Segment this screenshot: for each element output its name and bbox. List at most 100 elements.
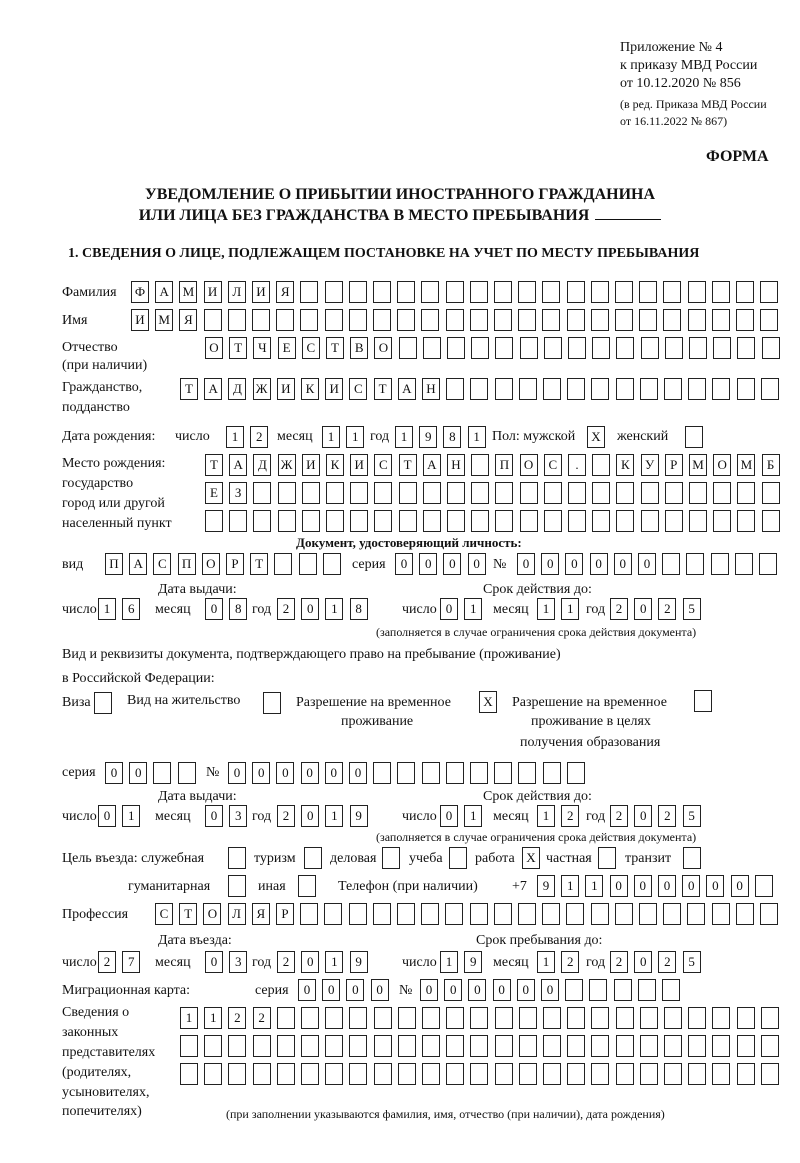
char-box[interactable] xyxy=(542,309,561,331)
char-box[interactable]: 0 xyxy=(541,553,560,575)
char-box[interactable] xyxy=(204,1063,223,1085)
char-box[interactable] xyxy=(349,1035,368,1057)
char-box[interactable] xyxy=(301,482,320,504)
char-box[interactable]: 9 xyxy=(349,951,368,973)
char-box[interactable] xyxy=(298,553,317,575)
char-box[interactable] xyxy=(568,337,586,359)
char-box[interactable] xyxy=(180,1035,198,1057)
char-box[interactable]: 0 xyxy=(324,762,343,784)
char-box[interactable] xyxy=(397,281,416,303)
char-box[interactable] xyxy=(276,1063,295,1085)
char-box[interactable] xyxy=(542,903,561,925)
char-box[interactable] xyxy=(494,1007,513,1029)
char-box[interactable] xyxy=(687,309,706,331)
char-box[interactable] xyxy=(592,482,611,504)
char-box[interactable] xyxy=(663,281,682,303)
char-box[interactable] xyxy=(567,378,586,400)
char-box[interactable] xyxy=(567,1063,586,1085)
char-box[interactable]: . xyxy=(568,454,586,476)
char-box[interactable] xyxy=(470,378,489,400)
char-box[interactable] xyxy=(662,553,681,575)
char-box[interactable]: М xyxy=(179,281,198,303)
char-box[interactable]: С xyxy=(349,378,368,400)
char-box[interactable]: 0 xyxy=(419,553,438,575)
char-box[interactable] xyxy=(228,847,246,869)
char-box[interactable]: Т xyxy=(326,337,344,359)
char-box[interactable]: П xyxy=(105,553,123,575)
char-box[interactable] xyxy=(518,1035,537,1057)
char-box[interactable] xyxy=(446,1007,465,1029)
char-box[interactable]: Т xyxy=(373,378,392,400)
char-box[interactable] xyxy=(737,337,756,359)
char-box[interactable]: 0 xyxy=(609,875,628,897)
purpose-study-checkbox[interactable] xyxy=(449,847,473,869)
char-box[interactable] xyxy=(712,1063,731,1085)
char-box[interactable]: 2 xyxy=(252,1007,271,1029)
char-box[interactable] xyxy=(760,1063,779,1085)
char-box[interactable] xyxy=(373,1063,392,1085)
char-box[interactable]: 2 xyxy=(658,598,677,620)
char-box[interactable]: 0 xyxy=(205,805,223,827)
char-box[interactable]: Ж xyxy=(252,378,271,400)
char-box[interactable]: 1 xyxy=(204,1007,223,1029)
char-box[interactable] xyxy=(664,510,683,532)
char-box[interactable] xyxy=(229,510,248,532)
char-box[interactable] xyxy=(518,309,537,331)
char-box[interactable]: 1 xyxy=(395,426,413,448)
char-box[interactable]: 1 xyxy=(322,426,340,448)
char-box[interactable]: О xyxy=(519,454,538,476)
char-box[interactable] xyxy=(373,762,392,784)
char-box[interactable] xyxy=(374,482,393,504)
purpose-official-checkbox[interactable] xyxy=(228,847,252,869)
char-box[interactable]: Х xyxy=(522,847,540,869)
char-box[interactable]: 1 xyxy=(325,805,344,827)
char-box[interactable] xyxy=(685,426,703,448)
char-box[interactable] xyxy=(322,553,341,575)
char-box[interactable] xyxy=(615,309,633,331)
char-box[interactable]: 2 xyxy=(250,426,269,448)
char-box[interactable] xyxy=(421,309,440,331)
char-box[interactable] xyxy=(398,510,417,532)
char-box[interactable] xyxy=(565,979,584,1001)
char-box[interactable]: 8 xyxy=(349,598,368,620)
char-box[interactable]: 1 xyxy=(464,598,483,620)
char-box[interactable] xyxy=(301,1035,319,1057)
char-box[interactable] xyxy=(325,1007,344,1029)
residence-checkbox[interactable] xyxy=(263,692,287,714)
char-box[interactable] xyxy=(615,1007,634,1029)
char-box[interactable] xyxy=(252,1063,271,1085)
char-box[interactable]: 1 xyxy=(346,426,365,448)
char-box[interactable]: 0 xyxy=(516,979,535,1001)
char-box[interactable]: 1 xyxy=(585,875,604,897)
char-box[interactable]: И xyxy=(276,378,295,400)
char-box[interactable] xyxy=(493,903,512,925)
char-box[interactable] xyxy=(180,1063,198,1085)
char-box[interactable] xyxy=(568,510,586,532)
char-box[interactable] xyxy=(591,378,610,400)
pob-line3-field[interactable] xyxy=(205,510,786,532)
char-box[interactable]: 0 xyxy=(682,875,701,897)
char-box[interactable] xyxy=(664,1035,682,1057)
char-box[interactable]: И xyxy=(252,281,270,303)
char-box[interactable]: Н xyxy=(447,454,465,476)
char-box[interactable] xyxy=(543,337,562,359)
char-box[interactable]: 1 xyxy=(537,805,555,827)
char-box[interactable]: С xyxy=(543,454,562,476)
char-box[interactable] xyxy=(568,482,586,504)
char-box[interactable]: 2 xyxy=(277,598,295,620)
char-box[interactable]: П xyxy=(177,553,196,575)
char-box[interactable] xyxy=(446,378,465,400)
char-box[interactable]: 8 xyxy=(443,426,462,448)
char-box[interactable] xyxy=(639,1007,658,1029)
char-box[interactable] xyxy=(614,903,633,925)
char-box[interactable]: С xyxy=(374,454,393,476)
